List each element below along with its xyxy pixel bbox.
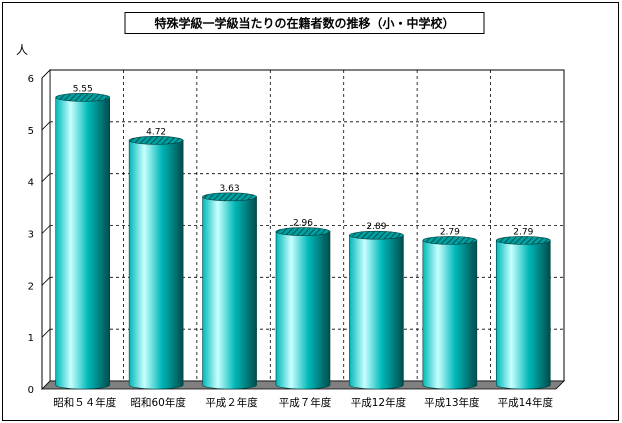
bar-top <box>275 227 331 236</box>
y-grid-side <box>41 121 51 131</box>
bar <box>349 230 404 390</box>
y-tick-label: 3 <box>28 230 34 241</box>
bar-top <box>128 136 184 145</box>
y-tick-label: 5 <box>28 126 34 137</box>
bar-body <box>275 231 331 390</box>
bar-top <box>202 192 257 202</box>
data-label: 4.72 <box>146 127 166 137</box>
bar-body <box>202 196 257 390</box>
y-tick-label: 6 <box>28 74 34 85</box>
x-tick-label: 平成13年度 <box>424 396 480 409</box>
x-tick-label: 昭和５４年度 <box>53 396 116 409</box>
y-grid-side <box>41 173 51 182</box>
y-tick-label: 0 <box>28 385 34 396</box>
y-tick-label: 1 <box>28 333 34 344</box>
bar-body <box>128 140 184 390</box>
x-tick-label: 平成12年度 <box>351 396 407 409</box>
y-grid-side <box>41 328 51 338</box>
chart-title-box: 特殊学級一学級当たりの在籍者数の推移（小・中学校） <box>124 12 485 34</box>
x-tick-label: 平成７年度 <box>279 396 332 409</box>
bar <box>202 192 257 390</box>
bar <box>55 93 111 390</box>
y-grid-side <box>41 277 51 286</box>
y-axis-label: 人 <box>16 43 28 57</box>
bar-top <box>349 230 404 240</box>
y-tick-label: 2 <box>28 281 34 292</box>
bar-top <box>422 236 478 245</box>
bar-top <box>495 236 551 245</box>
y-grid-side <box>41 225 51 234</box>
bar <box>422 236 478 390</box>
plot-area: 0 1 2 3 4 5 6 5.55 昭和５４年度 4.72 昭和60年度 3.63 平成２年度 2.96… <box>28 69 565 409</box>
bar-top <box>55 93 111 102</box>
x-tick-label: 昭和60年度 <box>130 396 186 409</box>
bar-body <box>495 240 551 390</box>
x-tick-label: 平成14年度 <box>498 396 554 409</box>
data-label: 2.89 <box>366 222 386 232</box>
y-grid-side <box>41 69 51 79</box>
bar-body <box>349 234 404 390</box>
data-label: 3.63 <box>220 184 240 194</box>
data-label: 2.79 <box>440 227 460 237</box>
chart-title: 特殊学級一学級当たりの在籍者数の推移（小・中学校） <box>154 16 454 31</box>
y-tick-label: 4 <box>28 178 34 189</box>
bar <box>275 227 331 390</box>
bar <box>495 236 551 390</box>
data-label: 5.55 <box>73 84 93 94</box>
bar <box>128 136 184 390</box>
x-tick-label: 平成２年度 <box>205 396 258 409</box>
data-label: 2.96 <box>293 219 313 229</box>
bar-body <box>55 97 111 390</box>
bar-body <box>422 240 478 390</box>
data-label: 2.79 <box>513 227 533 237</box>
